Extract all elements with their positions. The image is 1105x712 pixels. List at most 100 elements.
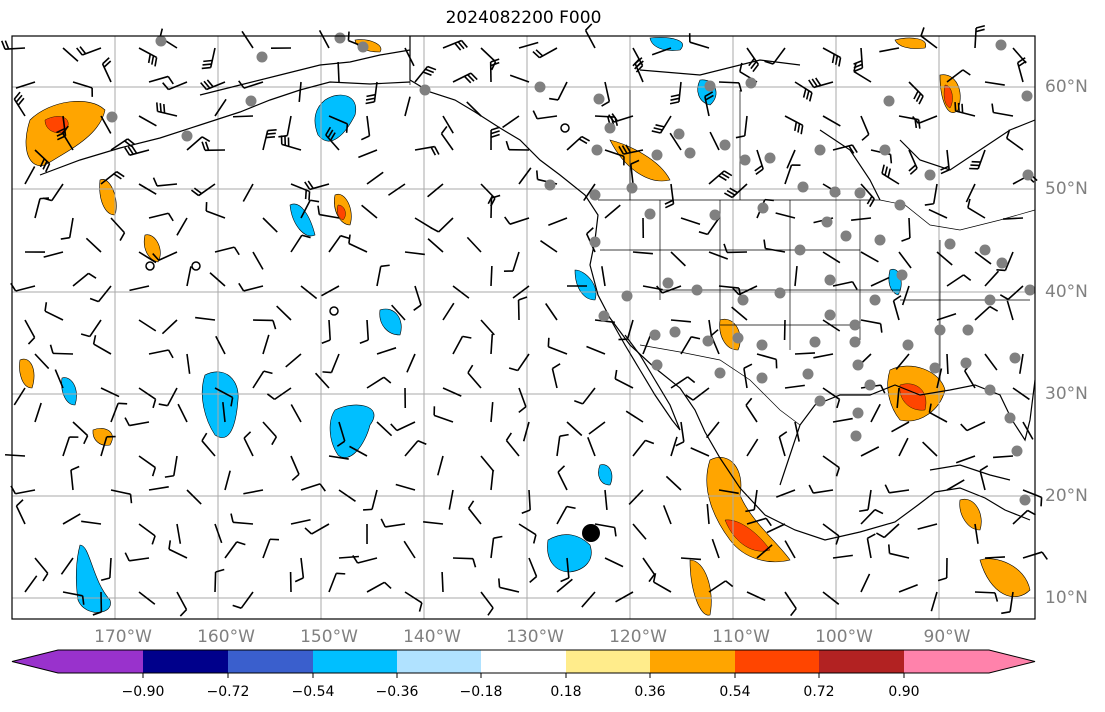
wind-barb [62,591,85,605]
wind-barb [756,544,773,559]
station-dot [691,284,703,296]
wind-barb [974,305,999,321]
wind-barb [222,402,226,423]
wind-barbs [1,23,1048,617]
wind-barb [328,572,346,593]
station-dot [864,379,876,391]
wind-barb [201,432,216,457]
wind-barb [784,591,797,617]
wind-barb [764,47,786,65]
wind-barb [336,421,346,447]
latitude-label: 60°N [1045,77,1088,97]
wind-barb [690,447,710,457]
wind-barb [186,353,191,374]
wind-barb [34,557,49,582]
wind-barb [62,436,79,457]
wind-barb [711,538,720,559]
wind-barb [442,302,455,321]
wind-barb [129,285,150,292]
wind-barb [584,23,596,49]
positive-contour [143,234,161,263]
station-dot [1011,445,1023,457]
wind-barb [822,47,842,67]
longitude-label: 90°W [923,627,971,647]
wind-barb [110,138,136,151]
positive-contour [99,179,117,216]
wind-barb [928,208,948,219]
wind-barb [920,27,938,49]
wind-barb [100,557,112,582]
wind-barb [24,575,38,593]
wind-barb [991,103,1014,117]
station-dot [924,169,936,181]
wind-barb [895,353,910,370]
colorbar-tick-label: −0.36 [375,684,419,700]
wind-barb [322,353,340,374]
wind-barb [100,387,120,398]
wind-barb [860,446,880,457]
wind-barb [996,251,1014,272]
wind-barb [718,285,742,298]
wind-barb [775,212,796,219]
wind-barb [574,387,596,405]
us-canada-border [598,199,1036,231]
wind-barb [61,125,74,151]
wind-barb [813,353,834,359]
wind-barb [54,369,64,389]
wind-barb [551,363,561,389]
wind-barb [859,489,872,513]
wind-barb [860,573,871,593]
wind-barb [168,540,188,559]
station-dot [719,139,731,151]
wind-barb [290,404,302,423]
station-dot [651,359,663,371]
wind-barb [680,217,701,226]
station-dot [984,384,996,396]
station-dot [756,372,768,384]
wind-barb [186,266,192,287]
wind-barb [200,79,226,91]
wind-barb [608,113,634,123]
wind-barb [262,421,278,446]
positive-contour [689,559,712,616]
wind-barb [34,402,42,423]
wind-barb [72,272,97,287]
station-dot [854,187,866,199]
longitude-label: 140°W [403,627,461,647]
wind-barb [670,319,691,323]
wind-barb [414,65,437,83]
wind-barb [164,455,178,478]
wind-barb [328,115,349,133]
wind-barb [262,129,277,151]
wind-barb [974,24,986,49]
wind-barb [290,518,311,525]
wind-barb [898,437,909,457]
wind-barb [675,421,685,447]
gulf-coast [779,379,1036,486]
wind-barb [391,304,406,321]
wind-barb [504,216,530,225]
wind-barb [490,126,500,151]
cuba-coast [929,464,1011,481]
wind-barb [946,274,972,287]
station-dot [644,208,656,220]
wind-barb [984,81,1005,86]
wind-barb [480,319,495,336]
colorbar-tick-label: 0.72 [803,684,835,700]
colorbar-extend-min [12,650,58,673]
station-dot [714,367,726,379]
wind-barb [912,115,938,125]
wind-barb [922,441,938,457]
wind-barb [784,115,804,135]
wind-barb [214,523,223,544]
colorbar-segment [313,650,398,673]
wind-barb [822,455,841,477]
wind-barb [276,305,292,321]
graticule [12,36,1035,619]
wind-barb [518,387,527,413]
wind-barb [452,72,478,84]
wind-barb [232,115,254,118]
wind-barb [651,47,672,56]
wind-barb [908,149,918,175]
wind-barb [662,505,672,525]
